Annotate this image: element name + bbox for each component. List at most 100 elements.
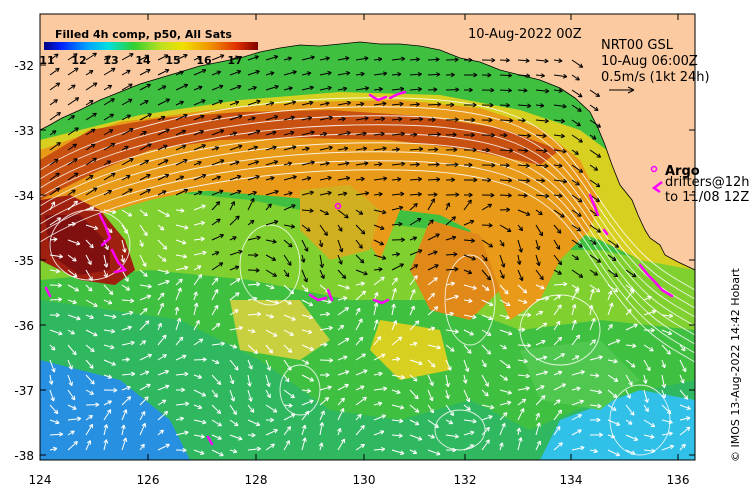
current-vector <box>535 412 540 421</box>
current-vector-head <box>542 355 548 361</box>
current-vector-head <box>164 269 170 275</box>
current-vector-head <box>327 85 332 91</box>
current-vector-head <box>666 409 672 415</box>
current-vector <box>49 284 62 287</box>
current-vector <box>49 359 55 373</box>
current-vector-head <box>144 100 149 105</box>
green-patch-southeast <box>520 340 640 410</box>
current-vector-head <box>310 130 315 135</box>
current-vector <box>355 290 366 301</box>
current-vector <box>571 104 582 112</box>
current-vector <box>139 443 145 451</box>
current-vector <box>211 129 225 136</box>
current-vector <box>85 143 96 151</box>
current-vector-head <box>488 117 493 123</box>
current-vector <box>337 147 348 151</box>
current-vector <box>49 53 59 61</box>
current-vector <box>409 148 423 151</box>
current-vector-head <box>462 379 468 384</box>
current-vector <box>139 411 146 421</box>
current-vector <box>463 239 475 242</box>
current-vector-head <box>473 72 478 78</box>
current-vector <box>427 178 440 181</box>
current-vector <box>319 386 332 391</box>
current-vector-head <box>341 274 347 279</box>
current-vector <box>103 439 108 451</box>
current-vector-head <box>595 197 600 202</box>
streamline <box>40 97 695 291</box>
current-vector <box>445 268 459 271</box>
current-vector <box>67 53 78 61</box>
current-vector-head <box>202 419 207 425</box>
current-legend-line3: 0.5m/s (1kt 24h) <box>601 70 710 85</box>
current-vector <box>445 253 458 256</box>
current-vector-head <box>146 188 151 194</box>
current-vector <box>229 70 241 76</box>
current-vector <box>535 239 540 250</box>
current-vector-head <box>92 52 97 58</box>
current-vector-head <box>235 160 240 165</box>
current-vector <box>211 54 225 61</box>
current-vector-head <box>362 131 367 137</box>
current-vector-head <box>382 146 387 152</box>
current-vector-head <box>342 296 348 301</box>
current-vector-head <box>255 267 260 273</box>
current-vector <box>481 254 488 262</box>
argo-track <box>638 263 674 298</box>
current-vector <box>85 207 95 211</box>
current-vector-head <box>508 118 514 123</box>
current-vector <box>193 174 207 181</box>
current-vector <box>571 194 583 203</box>
current-vector-head <box>391 303 396 309</box>
current-vector <box>265 254 276 261</box>
current-vector <box>139 83 151 91</box>
current-vector <box>229 236 237 241</box>
current-vector-head <box>235 55 240 60</box>
current-vector-head <box>454 294 459 300</box>
current-vector-head <box>125 357 130 362</box>
current-vector-head <box>544 118 549 124</box>
current-vector <box>85 314 94 319</box>
current-vector-head <box>683 395 689 400</box>
current-vector-head <box>88 414 93 420</box>
current-vector <box>589 374 600 377</box>
current-vector <box>283 87 293 91</box>
current-vector <box>211 190 224 196</box>
current-vector <box>157 254 167 262</box>
current-vector <box>229 175 242 181</box>
current-vector <box>553 119 565 122</box>
current-vector <box>139 269 148 277</box>
current-vector <box>391 163 405 166</box>
current-vector-head <box>272 332 278 337</box>
current-vector-head <box>525 58 530 63</box>
current-vector-head <box>395 147 400 152</box>
current-vector <box>319 442 323 451</box>
current-vector <box>121 114 131 121</box>
current-vector-head <box>509 148 514 153</box>
current-vector-head <box>544 58 549 64</box>
current-vector-head <box>162 245 168 250</box>
current-vector-head <box>230 397 236 402</box>
current-vector <box>175 355 187 361</box>
current-vector <box>175 307 178 316</box>
current-vector <box>481 269 491 281</box>
current-vector <box>103 129 114 136</box>
current-vector <box>247 160 259 166</box>
current-vector-head <box>89 390 94 395</box>
current-vector <box>571 59 583 68</box>
current-vector-head <box>110 344 115 350</box>
current-vector-head <box>287 300 292 305</box>
current-vector <box>535 134 547 137</box>
current-vector <box>121 128 134 136</box>
current-vector <box>121 254 125 263</box>
current-vector <box>229 309 239 316</box>
current-vector-head <box>107 400 112 405</box>
current-vector-head <box>558 442 563 447</box>
current-vector <box>121 98 133 106</box>
current-vector <box>409 359 423 365</box>
current-vector-head <box>68 365 73 370</box>
current-vector-head <box>124 277 129 282</box>
current-vector-head <box>535 412 540 418</box>
current-vector-head <box>595 287 601 293</box>
current-vector-head <box>70 330 75 335</box>
